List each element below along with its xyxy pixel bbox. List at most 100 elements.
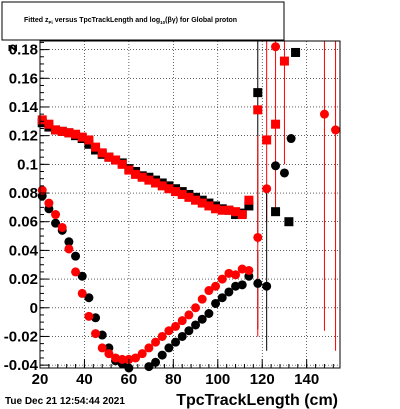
data-point-square: [253, 88, 263, 98]
data-point-circle: [171, 337, 181, 347]
data-point-circle: [197, 294, 207, 304]
y-tick-label: 0.14: [9, 99, 39, 116]
data-point-square: [124, 165, 134, 175]
y-tick-label: 0.02: [9, 271, 38, 288]
data-point-circle: [217, 274, 227, 284]
data-point-circle: [131, 353, 141, 363]
x-tick-label: 80: [165, 371, 182, 388]
data-point-square: [91, 142, 101, 152]
data-point-circle: [71, 251, 81, 261]
data-points: [37, 42, 341, 373]
data-point-square: [164, 184, 174, 194]
data-point-square: [137, 172, 147, 182]
x-tick-label: 100: [205, 371, 230, 388]
y-tick-label: 0.04: [9, 242, 39, 259]
data-point-square: [284, 217, 294, 227]
data-point-circle: [211, 281, 221, 291]
data-point-circle: [211, 298, 221, 308]
data-point-circle: [286, 134, 296, 144]
data-point-square: [197, 198, 207, 208]
data-point-circle: [204, 309, 214, 318]
chart-title: Fitted zPi versus TpcTrackLength and log…: [24, 17, 237, 25]
y-axis-title: z: [4, 44, 21, 52]
axis-ticks: 20 40 60 80 100 120 140 -0.04 -0.02 0 0.02 0.04 0.06…: [4, 42, 334, 388]
data-point-square: [131, 169, 141, 179]
x-tick-label: 20: [32, 371, 49, 388]
data-point-square: [57, 126, 67, 136]
y-tick-label: 0.12: [9, 128, 38, 145]
data-point-square: [271, 207, 281, 217]
data-point-circle: [137, 349, 147, 359]
data-point-square: [244, 201, 254, 211]
y-tick-label: 0.16: [9, 70, 38, 87]
data-point-circle: [104, 349, 114, 359]
data-point-square: [244, 195, 254, 205]
data-point-circle: [184, 326, 194, 336]
data-point-circle: [51, 218, 61, 228]
data-point-square: [51, 125, 61, 135]
data-point-circle: [177, 316, 187, 326]
data-point-square: [191, 195, 201, 205]
data-point-circle: [84, 293, 94, 303]
data-point-square: [44, 119, 54, 129]
data-point-circle: [331, 125, 341, 135]
data-point-circle: [231, 270, 241, 280]
data-point-circle: [57, 222, 67, 232]
data-point-circle: [164, 343, 174, 353]
data-point-circle: [117, 354, 127, 364]
data-point-circle: [151, 337, 161, 347]
data-point-square: [77, 132, 87, 142]
data-point-circle: [144, 343, 154, 353]
data-point-circle: [262, 184, 272, 194]
data-point-circle: [262, 281, 272, 291]
data-point-square: [279, 56, 289, 66]
y-tick-label: 0.1: [17, 156, 38, 173]
data-point-square: [217, 205, 227, 215]
data-point-square: [262, 135, 272, 145]
data-point-circle: [253, 232, 263, 242]
data-point-circle: [253, 278, 263, 288]
data-point-square: [64, 128, 74, 138]
data-point-circle: [77, 288, 87, 298]
y-tick-label: 0: [30, 300, 38, 317]
data-point-square: [171, 187, 181, 197]
data-point-circle: [191, 320, 201, 330]
data-point-circle: [244, 265, 254, 275]
data-point-square: [104, 152, 114, 162]
data-point-square: [291, 47, 301, 57]
data-point-circle: [157, 350, 167, 360]
data-point-circle: [71, 267, 81, 277]
y-tick-label: 0.06: [9, 214, 38, 231]
data-point-square: [97, 148, 107, 158]
plot-frame: [39, 40, 341, 369]
data-point-square: [151, 178, 161, 188]
y-tick-label: 0.18: [9, 42, 38, 59]
data-point-square: [204, 201, 214, 211]
data-point-square: [117, 159, 127, 169]
timestamp: Tue Dec 21 12:54:44 2021: [5, 396, 125, 407]
data-point-square: [231, 207, 241, 217]
x-tick-label: 120: [250, 371, 275, 388]
data-point-circle: [64, 244, 74, 254]
data-point-circle: [64, 237, 74, 247]
x-tick-label: 60: [121, 371, 138, 388]
data-point-circle: [271, 161, 281, 171]
y-tick-label: -0.04: [4, 357, 39, 374]
data-point-square: [71, 129, 81, 139]
data-point-circle: [84, 311, 94, 321]
data-point-circle: [171, 321, 181, 331]
data-point-circle: [44, 198, 54, 208]
data-point-square: [237, 210, 247, 220]
x-axis-title: TpcTrackLength (cm): [176, 392, 338, 409]
data-point-circle: [237, 280, 247, 290]
y-tick-label: 0.08: [9, 185, 38, 202]
data-point-circle: [271, 42, 281, 52]
data-point-square: [253, 105, 263, 115]
data-point-square: [157, 181, 167, 191]
data-point-circle: [217, 293, 227, 303]
data-point-circle: [177, 331, 187, 341]
data-point-square: [224, 205, 234, 215]
data-point-circle: [224, 287, 234, 297]
data-point-square: [144, 175, 154, 185]
